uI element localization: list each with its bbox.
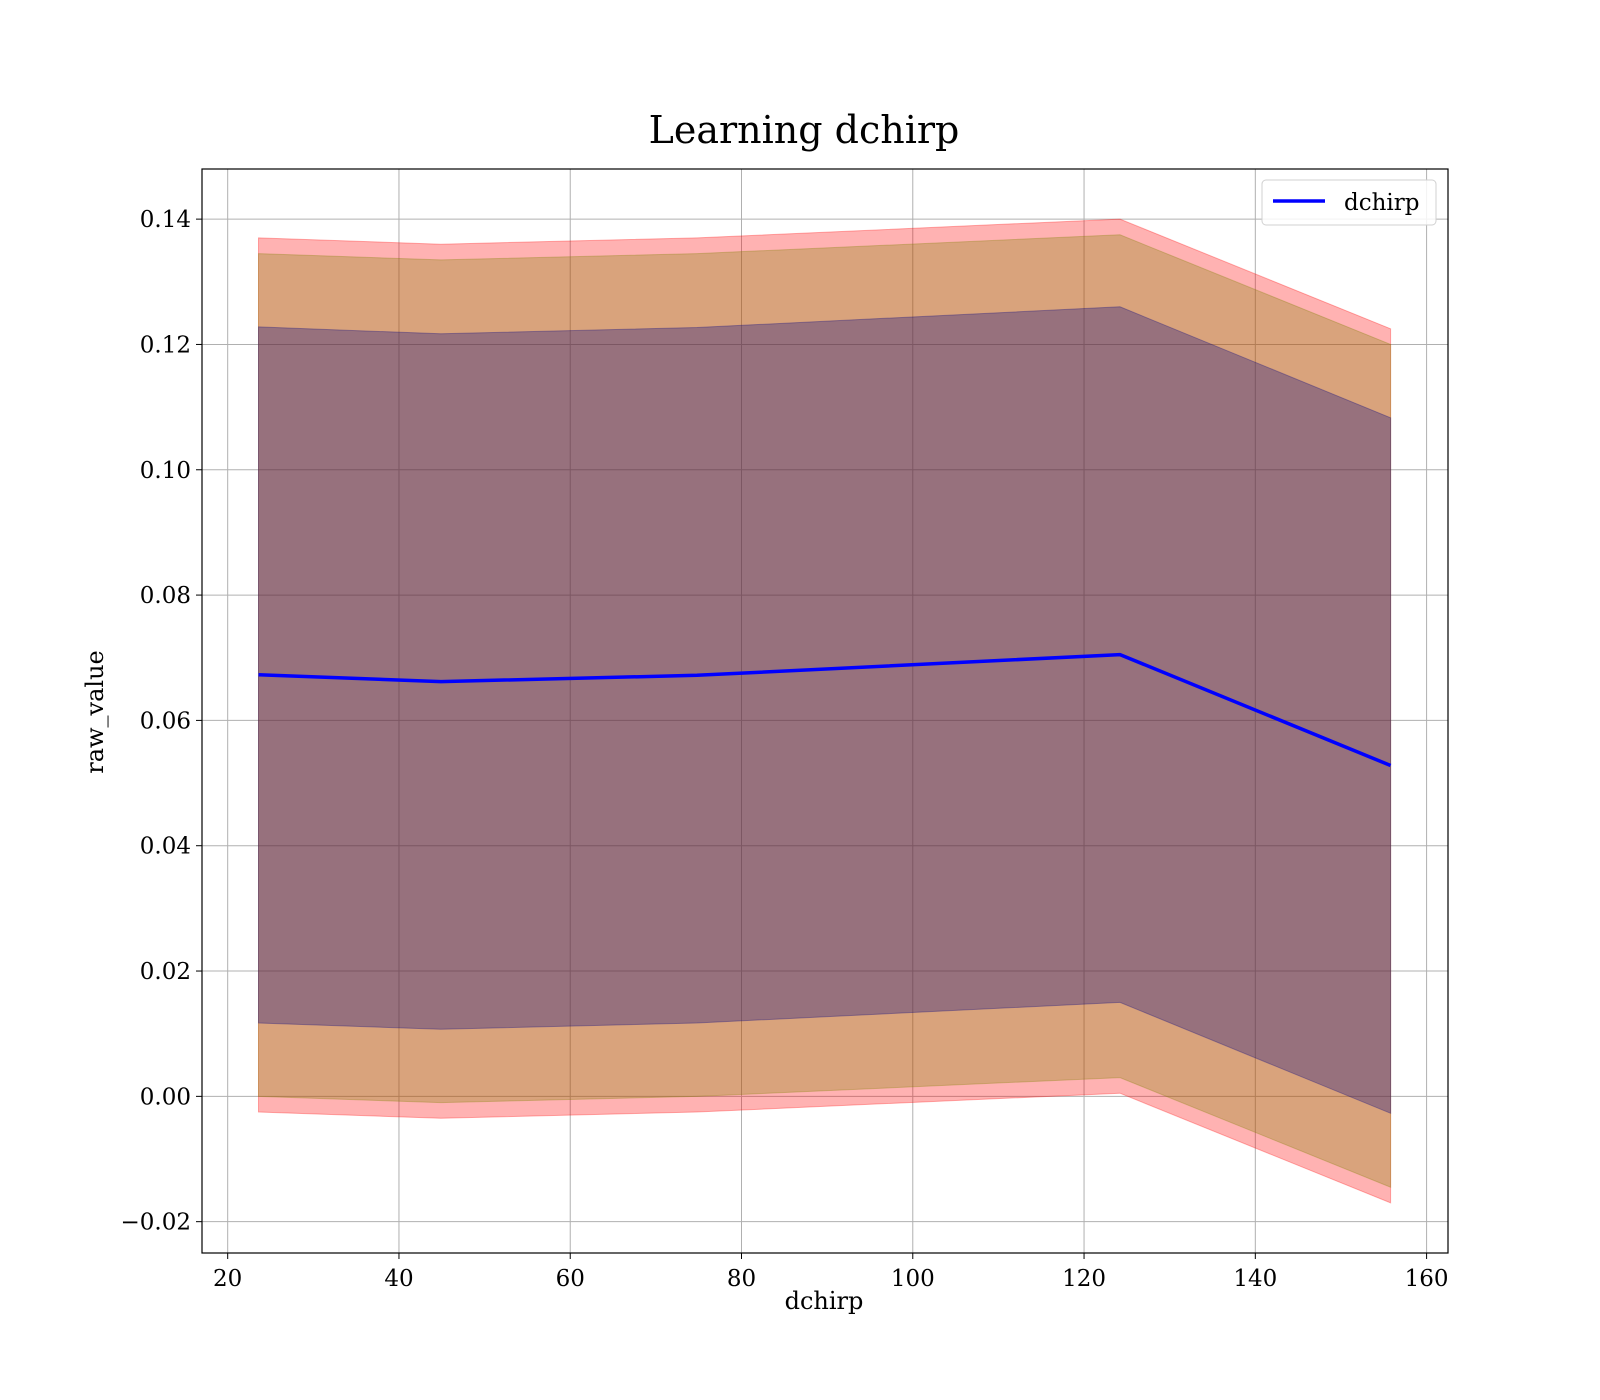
- confidence-band-2: [258, 306, 1392, 1115]
- x-tick-label: 100: [891, 1266, 935, 1292]
- y-tick-label: 0.06: [140, 708, 191, 734]
- y-tick-label: 0.00: [140, 1084, 191, 1110]
- y-axis-label: raw_value: [81, 650, 109, 774]
- x-tick-label: 120: [1062, 1266, 1106, 1292]
- y-tick-label: 0.14: [140, 207, 191, 233]
- chart-title: Learning dchirp: [649, 108, 960, 152]
- x-axis-label: dchirp: [785, 1287, 864, 1315]
- plot-frame: [201, 168, 1449, 1254]
- x-tick-label: 40: [384, 1266, 413, 1292]
- y-tick-label: 0.12: [140, 332, 191, 358]
- y-tick-label: 0.10: [140, 458, 191, 484]
- series-line-dchirp: [258, 652, 1392, 768]
- x-tick-label: 20: [213, 1266, 242, 1292]
- x-tick-label: 80: [727, 1266, 756, 1292]
- x-tick-label: 160: [1405, 1266, 1449, 1292]
- y-tick-label: 0.04: [140, 834, 191, 860]
- legend-label-dchirp: dchirp: [1344, 190, 1420, 216]
- confidence-band-1: [258, 234, 1392, 1188]
- y-tick-label: 0.08: [140, 583, 191, 609]
- x-tick-label: 140: [1233, 1266, 1277, 1292]
- x-tick-label: 60: [556, 1266, 585, 1292]
- y-tick-label: −0.02: [121, 1210, 191, 1236]
- legend: dchirp: [1261, 179, 1437, 226]
- confidence-band-0: [258, 218, 1392, 1204]
- y-tick-label: 0.02: [140, 959, 191, 985]
- legend-box: [1261, 179, 1437, 226]
